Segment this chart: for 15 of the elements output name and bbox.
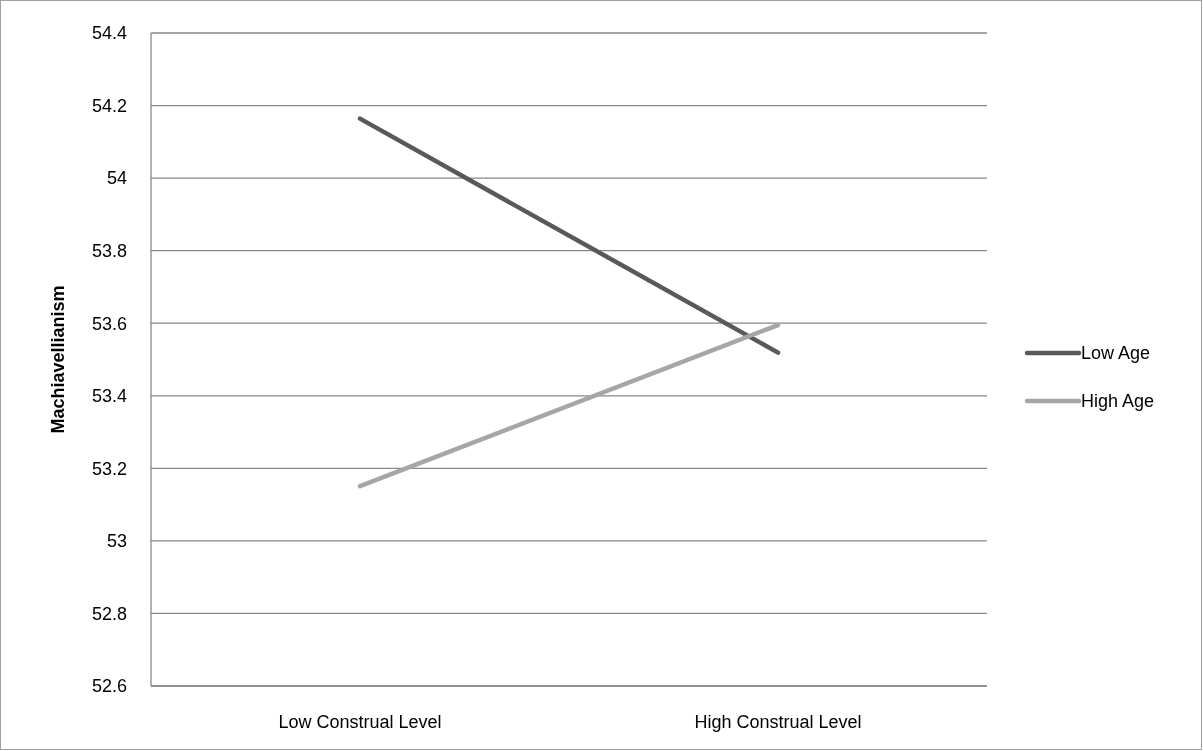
y-tick-label: 53 [106,531,127,552]
y-tick-label: 53.8 [91,240,127,261]
legend-label: High Age [1081,391,1155,412]
y-tick-label: 54 [106,168,127,189]
y-tick-label: 52.8 [91,603,127,624]
y-tick-label: 54.2 [91,95,127,116]
y-tick-label: 53.6 [91,313,127,334]
y-tick-label: 53.2 [91,458,127,479]
x-tick-label: High Construal Level [694,712,862,732]
y-tick-label: 52.6 [91,676,127,697]
x-tick-label: Low Construal Level [278,712,442,732]
y-tick-label: 54.4 [91,23,127,44]
y-tick-label: 53.4 [91,386,127,407]
legend-label: Low Age [1081,343,1151,364]
y-axis-title: Machiavellianism [48,285,68,434]
